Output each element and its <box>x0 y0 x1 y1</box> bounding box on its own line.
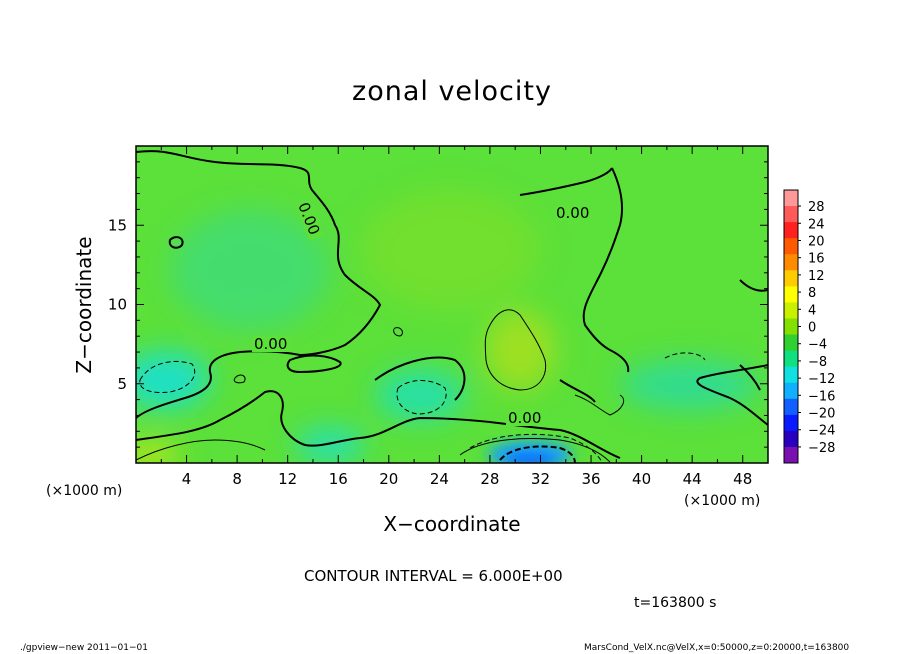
colorbar-label: −28 <box>808 441 835 456</box>
colorbar: 28 24 20 16 12 8 4 0 −4 −8 −12 −16 −20 −24 −28 <box>783 189 835 464</box>
contour-label: 0.00 <box>254 335 287 353</box>
colorbar-swatch <box>784 366 798 384</box>
x-axis-label: X−coordinate <box>383 512 521 536</box>
chart-title: zonal velocity <box>352 76 552 107</box>
colorbar-swatch <box>784 414 798 432</box>
x-tick-label: 4 <box>182 470 192 488</box>
y-unit-label: (×1000 m) <box>46 483 123 499</box>
y-tick-label: 15 <box>108 216 127 234</box>
colorbar-label: 4 <box>808 303 816 318</box>
footer-left: ./gpview−new 2011−01−01 <box>20 643 148 653</box>
x-tick-label: 40 <box>632 470 651 488</box>
colorbar-label: −16 <box>808 389 835 404</box>
contour-label-bg <box>554 205 594 221</box>
colorbar-label: 0 <box>808 321 816 336</box>
colorbar-swatch <box>784 302 798 319</box>
x-tick-label: 8 <box>232 470 242 488</box>
x-axis: 4 8 12 16 20 24 28 32 36 40 44 48 <box>160 146 769 488</box>
colorbar-label: −4 <box>808 338 827 353</box>
x-tick-label: 32 <box>531 470 550 488</box>
contour-label-bg <box>294 198 325 242</box>
colorbar-swatch <box>784 270 798 287</box>
colorbar-swatch <box>784 398 798 416</box>
colorbar-swatch <box>784 254 798 271</box>
x-tick-label: 16 <box>329 470 348 488</box>
x-tick-label: 12 <box>278 470 297 488</box>
colorbar-label: 28 <box>808 200 825 215</box>
colorbar-swatch <box>784 382 798 400</box>
contour-label-bg <box>252 336 292 352</box>
contour-label: 0.00 <box>556 204 589 222</box>
colorbar-label: 8 <box>808 286 816 301</box>
x-tick-label: 48 <box>733 470 752 488</box>
footer-right: MarsCond_VelX.nc@VelX,x=0:50000,z=0:2000… <box>584 643 850 653</box>
colorbar-label: 20 <box>808 234 825 249</box>
x-tick-label: 36 <box>581 470 600 488</box>
x-tick-label: 28 <box>480 470 499 488</box>
time-label: t=163800 s <box>634 595 717 611</box>
colorbar-swatch <box>784 190 798 207</box>
y-axis: 5 10 15 <box>108 145 768 448</box>
x-unit-label: (×1000 m) <box>684 493 761 509</box>
colorbar-swatch <box>784 286 798 303</box>
y-axis-label: Z−coordinate <box>72 236 96 374</box>
colorbar-swatch <box>784 206 798 223</box>
contour-label: 0.00 <box>508 409 541 427</box>
colorbar-label: 16 <box>808 252 825 267</box>
colorbar-label: −8 <box>808 355 827 370</box>
colorbar-label: −20 <box>808 407 835 422</box>
x-tick-label: 24 <box>430 470 449 488</box>
colorbar-swatch <box>784 334 798 352</box>
contour-label-bg <box>506 410 546 426</box>
contour-interval-label: CONTOUR INTERVAL = 6.000E+00 <box>304 567 563 585</box>
colorbar-label: −24 <box>808 424 835 439</box>
x-tick-label: 44 <box>683 470 702 488</box>
colorbar-swatch <box>784 318 798 336</box>
colorbar-swatch <box>784 222 798 239</box>
colorbar-swatch <box>784 430 798 448</box>
colorbar-swatch <box>784 446 798 464</box>
x-tick-label: 20 <box>379 470 398 488</box>
y-tick-label: 5 <box>117 375 127 393</box>
colorbar-label: 24 <box>808 217 825 232</box>
heatmap-field <box>136 146 768 463</box>
colorbar-swatch <box>784 238 798 255</box>
colorbar-label: 12 <box>808 269 825 284</box>
y-tick-label: 10 <box>108 296 127 314</box>
colorbar-label: −12 <box>808 372 835 387</box>
colorbar-swatch <box>784 350 798 368</box>
